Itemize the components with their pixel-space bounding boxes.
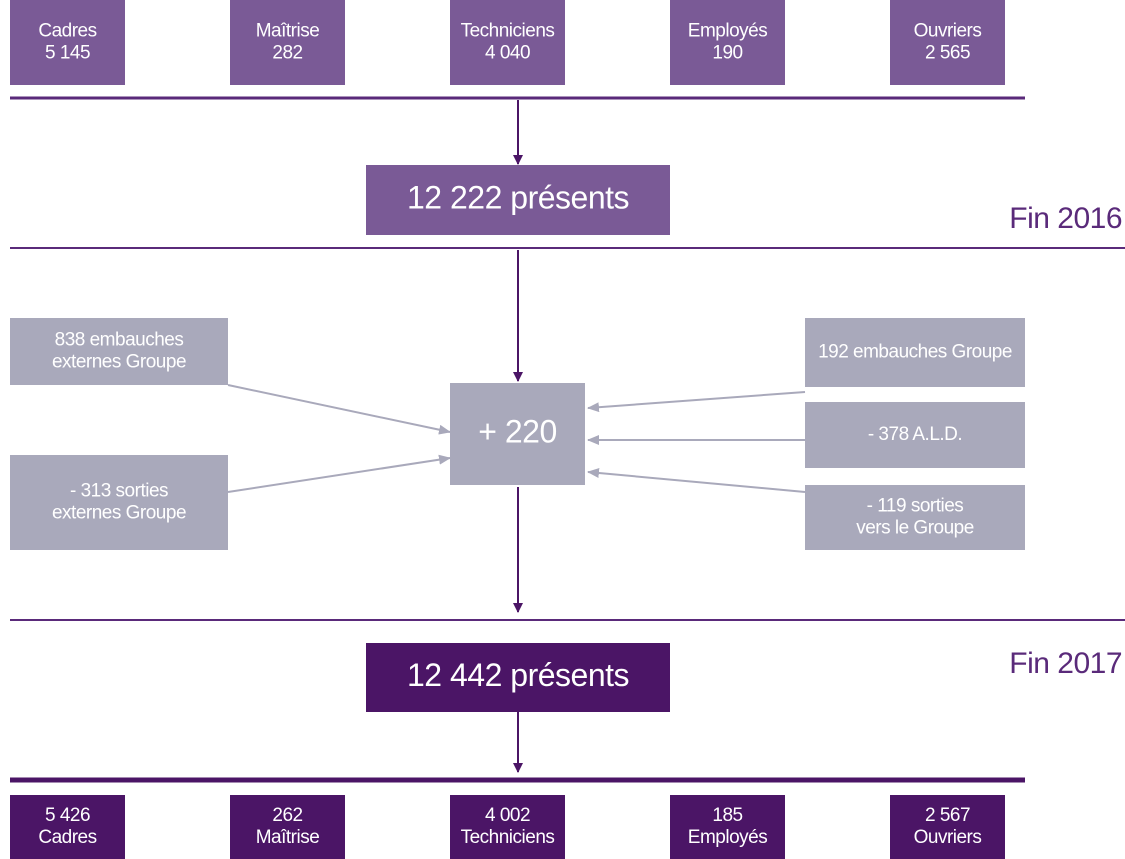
bottom-box-text: Cadres [38, 827, 96, 848]
bottom-box-text: 4 002 [485, 805, 530, 826]
bottom-box [450, 795, 565, 859]
top-box [890, 0, 1005, 85]
top-box-text: Cadres [38, 21, 96, 42]
change-text: + 220 [478, 413, 556, 449]
end-total [366, 643, 670, 712]
bottom-box [890, 795, 1005, 859]
right-flow-text: - 378 A.L.D. [868, 424, 962, 445]
top-box-text: 2 565 [925, 43, 970, 64]
end-label: Fin 2017 [1009, 647, 1122, 680]
left-flow [10, 455, 228, 550]
left-flow-text: - 313 sorties [70, 481, 168, 502]
right-flow [805, 318, 1025, 387]
bottom-box [230, 795, 345, 859]
arrows [227, 100, 806, 773]
bottom-box-text: Maîtrise [256, 827, 320, 848]
top-box-text: Maîtrise [256, 21, 320, 42]
top-box [10, 0, 125, 85]
top-box [670, 0, 785, 85]
top-box [230, 0, 345, 85]
start-total [366, 165, 670, 235]
right-flow-text: - 119 sorties [867, 496, 964, 517]
top-box-text: Techniciens [461, 21, 555, 42]
bottom-box-text: Ouvriers [914, 827, 982, 848]
bottom-box-text: Techniciens [461, 827, 555, 848]
start-total-text: 12 222 présents [407, 179, 629, 215]
separators [10, 96, 1125, 783]
change [450, 383, 585, 485]
right-flow-text: vers le Groupe [856, 518, 974, 539]
bottom-box-text: 5 426 [45, 805, 90, 826]
right-flow-text: 192 embauches Groupe [818, 342, 1012, 363]
bottom-box [670, 795, 785, 859]
top-box-text: 5 145 [45, 43, 90, 64]
start-label: Fin 2016 [1009, 202, 1122, 235]
bottom-box-text: Employés [688, 827, 767, 848]
top-box-text: Ouvriers [914, 21, 982, 42]
left-flow-text: externes Groupe [52, 503, 186, 524]
left-flow-text: externes Groupe [52, 352, 186, 373]
right-flow [805, 402, 1025, 468]
top-box-text: 190 [712, 43, 742, 64]
end-total-text: 12 442 présents [407, 657, 629, 693]
right-flow [805, 485, 1025, 550]
top-box-text: 4 040 [485, 43, 530, 64]
left-flow [10, 318, 228, 385]
bottom-box [10, 795, 125, 859]
bottom-box-text: 262 [272, 805, 302, 826]
top-box-text: 282 [272, 43, 302, 64]
top-box [450, 0, 565, 85]
left-flow-text: 838 embauches [55, 330, 184, 351]
top-box-text: Employés [688, 21, 767, 42]
bottom-box-text: 185 [712, 805, 742, 826]
bottom-box-text: 2 567 [925, 805, 970, 826]
